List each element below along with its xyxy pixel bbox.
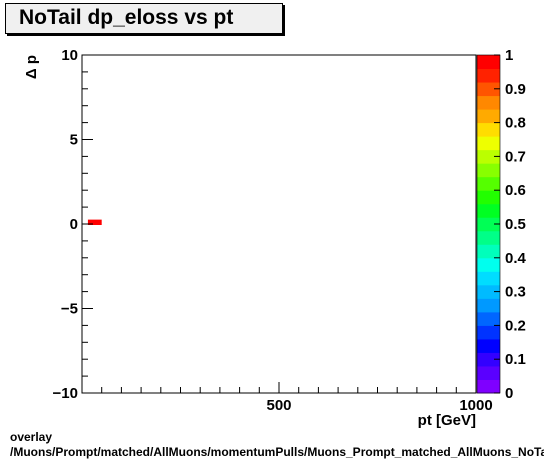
colorbar-swatch	[477, 230, 500, 245]
y-axis-label: Δ p	[23, 55, 40, 79]
colorbar-tick-label: 0.2	[505, 317, 526, 334]
colorbar-swatch	[477, 284, 500, 299]
colorbar-swatch	[477, 311, 500, 326]
colorbar-swatch	[477, 95, 500, 110]
colorbar-tick-label: 0.5	[505, 216, 526, 233]
colorbar-swatch	[477, 352, 500, 367]
colorbar-swatch	[477, 55, 500, 70]
colorbar-tick-label: 0.4	[505, 250, 527, 267]
colorbar-swatch	[477, 68, 500, 83]
colorbar-tick-label: 1	[505, 47, 513, 64]
color-scale-bar: 0 0.1 0.2 0.3 0.4 0.5 0.6 0.7 0.8 0.9 1	[476, 47, 527, 402]
heatmap-cells	[87, 219, 102, 225]
colorbar-tick-label: 0.6	[505, 182, 526, 199]
x-tick-label: 1000	[459, 397, 492, 414]
colorbar-swatch	[477, 244, 500, 259]
colorbar-tick-label: 0.8	[505, 115, 526, 132]
colorbar-swatch	[477, 217, 500, 232]
colorbar-swatch	[477, 271, 500, 286]
colorbar-swatch	[477, 82, 500, 97]
colorbar-swatch	[477, 122, 500, 137]
x-axis-label: pt [GeV]	[418, 412, 476, 429]
y-axis: −10 −5 0 5 10	[53, 47, 93, 402]
colorbar-swatch	[477, 163, 500, 178]
colorbar-swatch	[477, 136, 500, 151]
x-axis: 500 1000	[101, 382, 493, 414]
y-tick-label: 0	[70, 216, 78, 233]
colorbar-tick-label: 0.1	[505, 351, 526, 368]
colorbar-swatch	[477, 109, 500, 124]
colorbar-swatch	[477, 190, 500, 205]
x-tick-label: 500	[266, 397, 291, 414]
colorbar-swatch	[477, 257, 500, 272]
colorbar-swatch	[477, 203, 500, 218]
colorbar-swatch	[477, 176, 500, 191]
colorbar-swatch	[477, 149, 500, 164]
colorbar-swatch	[477, 379, 500, 394]
y-tick-label: 10	[61, 47, 78, 64]
chart-title-box: NoTail dp_eloss vs pt	[5, 3, 283, 34]
chart-title: NoTail dp_eloss vs pt	[19, 6, 234, 29]
colorbar-tick-label: 0	[505, 385, 513, 402]
colorbar-tick-label: 0.7	[505, 148, 526, 165]
colorbar-swatch	[477, 338, 500, 353]
colorbar-swatch	[477, 298, 500, 313]
heatmap-cell-0	[87, 219, 102, 225]
y-tick-label: −10	[53, 385, 78, 402]
footer-histogram-path: /Muons/Prompt/matched/AllMuons/momentumP…	[10, 445, 544, 459]
plot-frame	[81, 54, 477, 394]
colorbar-tick-label: 0.9	[505, 81, 526, 98]
y-tick-label: 5	[70, 132, 78, 149]
y-tick-label: −5	[61, 301, 78, 318]
colorbar-tick-label: 0.3	[505, 284, 526, 301]
colorbar-swatch	[477, 365, 500, 380]
colorbar-swatch	[477, 325, 500, 340]
footer-overlay-label: overlay	[10, 430, 53, 444]
